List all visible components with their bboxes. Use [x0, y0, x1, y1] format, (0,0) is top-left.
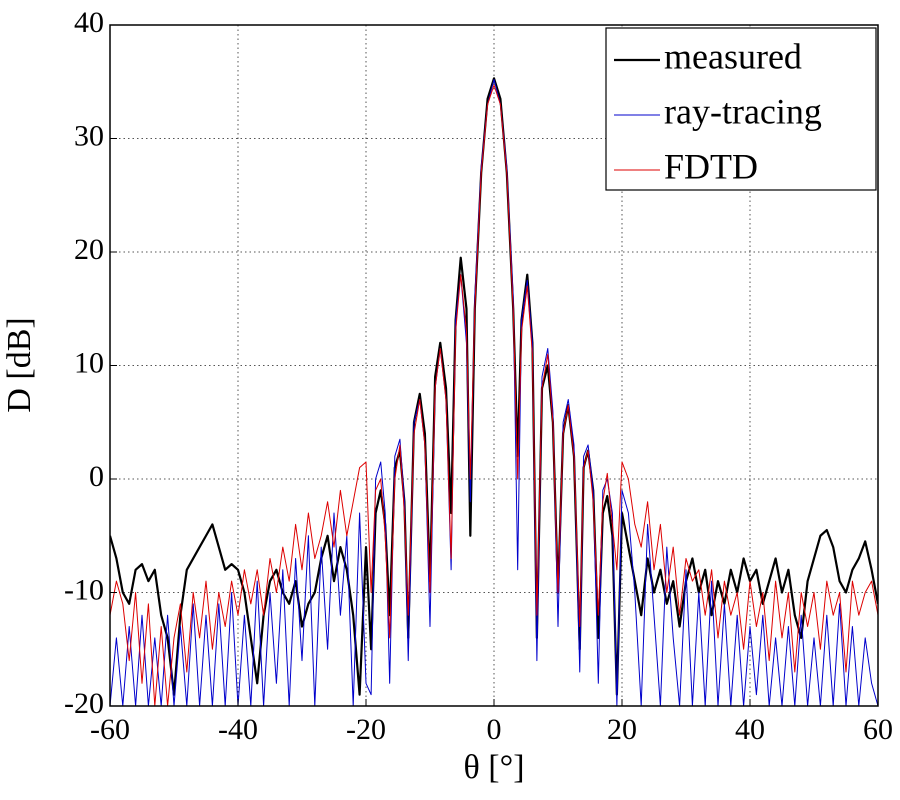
- series-line: [110, 78, 878, 706]
- legend: measured ray-tracing FDTD: [605, 27, 877, 191]
- series-line: [110, 84, 878, 706]
- y-tick-label: -10: [64, 573, 104, 606]
- legend-label: FDTD: [664, 146, 758, 186]
- legend-box: [605, 27, 877, 191]
- ticks: -60 -40 -20 0 20 40 60 -20 -10 0 10 20 30 40: [64, 6, 893, 746]
- legend-label: ray-tracing: [664, 91, 822, 131]
- y-axis-label: D [dB]: [1, 317, 38, 412]
- x-tick-label: 20: [607, 713, 637, 746]
- x-tick-label: 60: [863, 713, 893, 746]
- y-tick-label: 30: [74, 119, 104, 152]
- plot-lines: [110, 77, 878, 706]
- x-tick-label: -40: [218, 713, 258, 746]
- y-tick-label: 0: [89, 460, 104, 493]
- x-tick-label: 40: [735, 713, 765, 746]
- y-tick-label: 40: [74, 6, 104, 39]
- legend-label: measured: [664, 36, 802, 76]
- x-axis-label: θ [°]: [463, 749, 524, 786]
- y-tick-label: 20: [74, 233, 104, 266]
- x-tick-label: -20: [346, 713, 386, 746]
- x-tick-label: -60: [90, 713, 130, 746]
- y-tick-label: -20: [64, 687, 104, 720]
- y-tick-label: 10: [74, 346, 104, 379]
- series-line: [110, 77, 878, 696]
- x-tick-label: 0: [487, 713, 502, 746]
